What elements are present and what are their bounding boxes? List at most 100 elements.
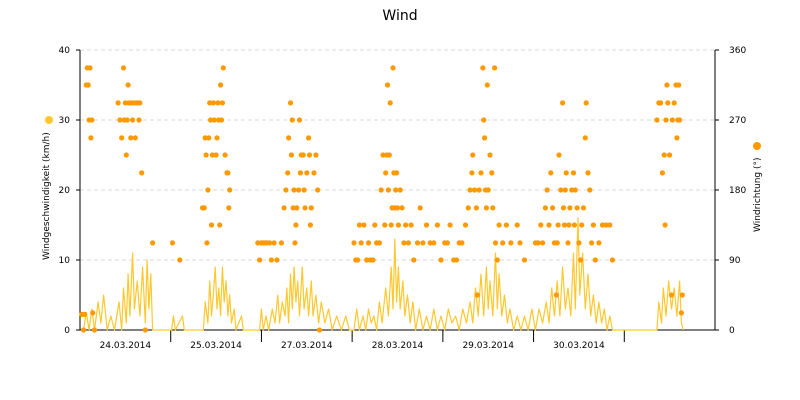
wind-direction-point (210, 100, 216, 106)
wind-direction-point (669, 117, 676, 123)
wind-direction-point (579, 222, 585, 228)
wind-direction-point (500, 240, 506, 246)
wind-direction-point (132, 135, 138, 141)
wind-direction-point (290, 205, 296, 211)
wind-direction-point (403, 222, 409, 228)
wind-direction-point (205, 187, 211, 193)
wind-direction-point (128, 135, 134, 141)
wind-direction-point (297, 170, 303, 176)
wind-direction-point (372, 222, 378, 228)
wind-direction-point (137, 100, 143, 106)
wind-direction-point (662, 222, 668, 228)
wind-direction-point (288, 152, 294, 158)
wind-direction-point (438, 257, 444, 263)
wind-direction-point (663, 117, 669, 123)
wind-direction-point (274, 257, 280, 263)
wind-direction-point (658, 100, 664, 106)
wind-direction-point (120, 65, 127, 71)
wind-direction-point (211, 117, 217, 123)
wind-direction-point (81, 327, 87, 333)
wind-direction-point (385, 187, 391, 193)
wind-direction-point (578, 257, 584, 263)
wind-direction-point (90, 310, 96, 316)
wind-direction-point (384, 82, 391, 88)
wind-direction-point (405, 240, 411, 246)
x-tick-label: 27.03.2014 (281, 341, 333, 351)
wind-direction-point (397, 187, 403, 193)
wind-direction-point (271, 240, 277, 246)
wind-speed-line (83, 217, 684, 331)
wind-direction-point (278, 240, 284, 246)
direction-legend-marker (753, 142, 761, 150)
y-tick-label: 0 (64, 326, 70, 336)
wind-direction-point (304, 170, 310, 176)
wind-direction-point (583, 100, 589, 106)
wind-direction-point (582, 135, 588, 141)
wind-direction-point (565, 240, 571, 246)
wind-direction-point (202, 135, 208, 141)
y2-tick-label: 360 (729, 46, 746, 56)
wind-direction-point (431, 240, 437, 246)
wind-direction-point (399, 205, 405, 211)
wind-direction-point (292, 240, 298, 246)
wind-direction-point (139, 170, 145, 176)
wind-direction-point (268, 257, 274, 263)
wind-direction-point (219, 100, 225, 106)
wind-direction-point (427, 240, 433, 246)
wind-direction-point (283, 187, 289, 193)
wind-direction-point (289, 117, 295, 123)
wind-direction-point (434, 222, 440, 228)
wind-direction-point (554, 240, 560, 246)
wind-direction-point (225, 170, 231, 176)
wind-direction-point (540, 240, 546, 246)
x-tick-label: 28.03.2014 (372, 341, 424, 351)
wind-direction-point (255, 240, 261, 246)
wind-direction-point (130, 117, 136, 123)
wind-direction-point (487, 152, 493, 158)
wind-direction-point (609, 257, 616, 263)
wind-direction-point (560, 205, 567, 211)
gridlines (80, 49, 715, 261)
wind-direction-point (388, 222, 394, 228)
wind-direction-point (476, 187, 482, 193)
x-tick-label: 30.03.2014 (553, 341, 605, 351)
wind-direction-point (453, 257, 460, 263)
wind-direction-point (291, 187, 297, 193)
wind-direction-point (214, 135, 220, 141)
wind-direction-point (447, 222, 453, 228)
wind-direction-point (478, 170, 484, 176)
wind-direction-point (472, 187, 478, 193)
wind-direction-point (169, 240, 176, 246)
wind-direction-point (220, 65, 226, 71)
wind-direction-point (580, 205, 587, 211)
x-tick-label: 25.03.2014 (190, 341, 242, 351)
wind-direction-point (382, 222, 388, 228)
wind-direction-point (569, 187, 575, 193)
wind-direction-point (364, 257, 370, 263)
wind-direction-point (393, 187, 399, 193)
wind-direction-point (218, 117, 225, 123)
wind-direction-point (390, 65, 396, 71)
wind-direction-point (517, 240, 523, 246)
wind-direction-point (481, 117, 487, 123)
wind-direction-point (383, 170, 389, 176)
wind-direction-point (659, 170, 666, 176)
wind-direction-point (308, 205, 314, 211)
wind-direction-point (208, 222, 215, 228)
wind-direction-point (590, 222, 597, 228)
wind-direction-point (562, 187, 568, 193)
wind-direction-point (119, 135, 125, 141)
wind-direction-point (293, 222, 299, 228)
wind-direction-point (394, 205, 401, 211)
wind-direction-point (115, 100, 121, 106)
wind-direction-point (572, 187, 578, 193)
wind-direction-point (563, 170, 569, 176)
y2-tick-label: 0 (729, 326, 735, 336)
wind-direction-point (87, 65, 93, 71)
wind-direction-point (585, 170, 591, 176)
wind-direction-point (599, 222, 606, 228)
wind-direction-point (316, 327, 323, 333)
wind-direction-point (117, 117, 123, 123)
wind-direction-point (676, 82, 682, 88)
wind-direction-point (654, 117, 660, 123)
